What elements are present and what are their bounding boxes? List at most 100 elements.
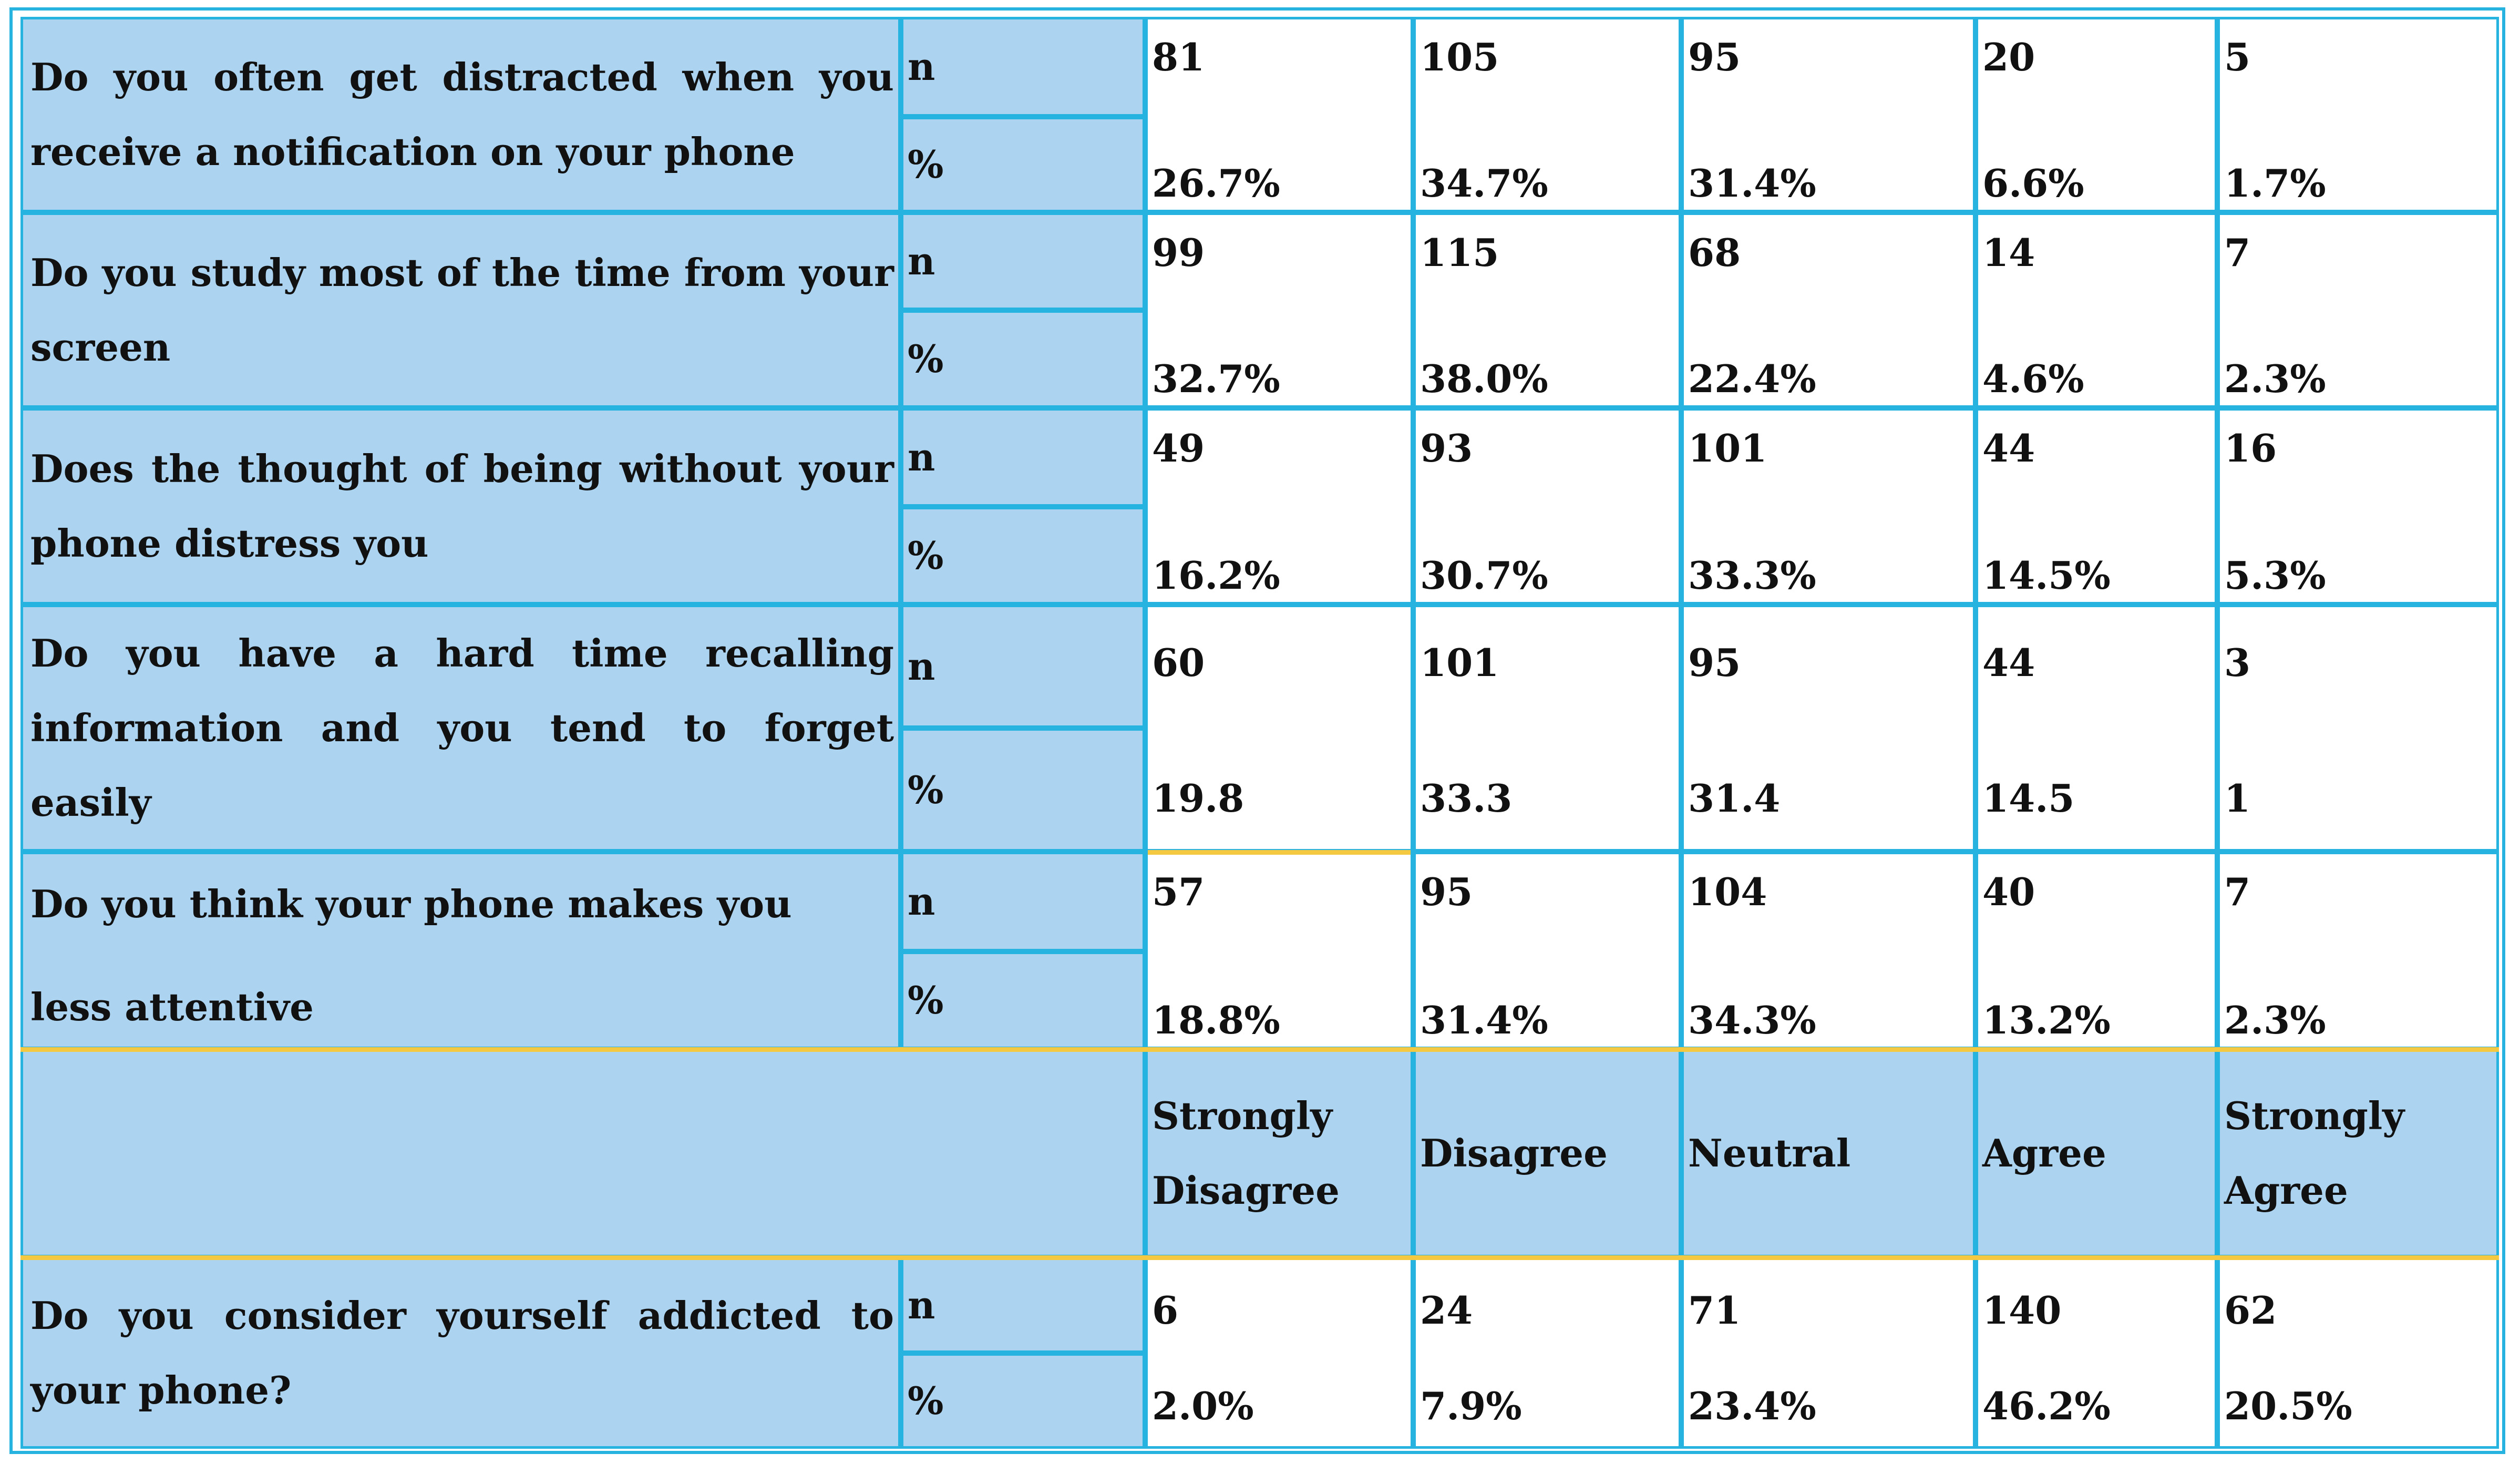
pct-label: % xyxy=(908,767,944,812)
value-cell-strongly-disagree: 60 19.8 xyxy=(1145,605,1413,852)
pct-value: 22.4% xyxy=(1688,356,1816,401)
n-value: 57 xyxy=(1152,869,1205,914)
question-cell: Do you think your phone makes you less a… xyxy=(20,852,901,1049)
n-value: 44 xyxy=(1982,426,2035,470)
n-value: 14 xyxy=(1982,230,2035,275)
pct-value: 38.0% xyxy=(1420,356,1548,401)
pct-label-cell: % xyxy=(901,728,1145,852)
pct-label: % xyxy=(908,978,944,1022)
n-label: n xyxy=(908,1283,935,1327)
n-label-cell: n xyxy=(901,17,1145,117)
value-cell-strongly-disagree: 6 2.0% xyxy=(1145,1257,1413,1449)
pct-value: 14.5% xyxy=(1982,553,2111,598)
n-value: 93 xyxy=(1420,426,1473,470)
pct-value: 13.2% xyxy=(1982,998,2111,1042)
pct-value: 1 xyxy=(2224,776,2251,821)
value-cell-neutral: 95 31.4 xyxy=(1681,605,1976,852)
pct-value: 20.5% xyxy=(2224,1384,2352,1428)
question-text: Does the thought of being without your p… xyxy=(30,446,894,566)
n-label: n xyxy=(908,239,935,283)
n-value: 115 xyxy=(1420,230,1499,275)
pct-value: 1.7% xyxy=(2224,161,2326,206)
n-label-cell: n xyxy=(901,212,1145,310)
n-value: 68 xyxy=(1688,230,1741,275)
n-value: 6 xyxy=(1152,1288,1179,1333)
question-cell: Do you study most of the time from your … xyxy=(20,212,901,408)
n-value: 3 xyxy=(2224,640,2251,685)
pct-label: % xyxy=(908,1378,944,1423)
value-cell-strongly-agree: 62 20.5% xyxy=(2217,1257,2499,1449)
pct-value: 34.3% xyxy=(1688,998,1816,1042)
pct-label-cell: % xyxy=(901,507,1145,605)
pct-value: 31.4% xyxy=(1420,998,1548,1042)
question-cell: Do you have a hard time recalling inform… xyxy=(20,605,901,852)
pct-label-cell: % xyxy=(901,117,1145,212)
header-strongly-disagree: Strongly Disagree xyxy=(1145,1049,1413,1257)
pct-label: % xyxy=(908,533,944,578)
value-cell-strongly-disagree: 49 16.2% xyxy=(1145,408,1413,605)
question-text: Do you consider yourself addicted to you… xyxy=(30,1293,894,1412)
pct-label: % xyxy=(908,336,944,381)
pct-label: % xyxy=(908,142,944,187)
header-label: Strongly Disagree xyxy=(1152,1093,1340,1213)
pct-value: 19.8 xyxy=(1152,776,1244,821)
pct-value: 34.7% xyxy=(1420,161,1548,206)
header-label: Disagree xyxy=(1420,1131,1608,1175)
header-agree: Agree xyxy=(1976,1049,2217,1257)
pct-value: 23.4% xyxy=(1688,1384,1816,1428)
n-value: 101 xyxy=(1688,426,1767,470)
n-value: 49 xyxy=(1152,426,1205,470)
pct-value: 16.2% xyxy=(1152,553,1280,598)
value-cell-strongly-disagree: 57 18.8% xyxy=(1145,852,1413,1049)
accent-divider xyxy=(1148,850,1411,855)
n-value: 20 xyxy=(1982,35,2035,79)
n-value: 71 xyxy=(1688,1288,1741,1333)
pct-value: 4.6% xyxy=(1982,356,2084,401)
question-text-line2: less attentive xyxy=(30,985,314,1029)
n-value: 7 xyxy=(2224,230,2251,275)
header-strongly-agree: Strongly Agree xyxy=(2217,1049,2499,1257)
n-label: n xyxy=(908,643,935,689)
n-value: 95 xyxy=(1688,35,1741,79)
n-value: 95 xyxy=(1420,869,1473,914)
question-cell: Do you consider yourself addicted to you… xyxy=(20,1257,901,1449)
n-label: n xyxy=(908,435,935,479)
n-value: 104 xyxy=(1688,869,1767,914)
pct-value: 5.3% xyxy=(2224,553,2326,598)
value-cell-neutral: 71 23.4% xyxy=(1681,1257,1976,1449)
pct-value: 31.4% xyxy=(1688,161,1816,206)
pct-value: 30.7% xyxy=(1420,553,1548,598)
value-cell-strongly-agree: 7 2.3% xyxy=(2217,212,2499,408)
n-label-cell: n xyxy=(901,852,1145,951)
pct-value: 32.7% xyxy=(1152,356,1280,401)
value-cell-agree: 44 14.5% xyxy=(1976,408,2217,605)
pct-value: 2.3% xyxy=(2224,356,2326,401)
n-value: 24 xyxy=(1420,1288,1473,1333)
value-cell-disagree: 115 38.0% xyxy=(1413,212,1681,408)
n-value: 101 xyxy=(1420,640,1499,685)
n-value: 44 xyxy=(1982,640,2035,685)
pct-value: 26.7% xyxy=(1152,161,1280,206)
value-cell-agree: 44 14.5 xyxy=(1976,605,2217,852)
value-cell-strongly-agree: 7 2.3% xyxy=(2217,852,2499,1049)
header-neutral: Neutral xyxy=(1681,1049,1976,1257)
value-cell-disagree: 24 7.9% xyxy=(1413,1257,1681,1449)
value-cell-strongly-agree: 5 1.7% xyxy=(2217,17,2499,212)
n-label-cell: n xyxy=(901,408,1145,507)
value-cell-neutral: 104 34.3% xyxy=(1681,852,1976,1049)
n-value: 60 xyxy=(1152,640,1205,685)
pct-value: 18.8% xyxy=(1152,998,1280,1042)
value-cell-neutral: 68 22.4% xyxy=(1681,212,1976,408)
n-value: 95 xyxy=(1688,640,1741,685)
pct-label-cell: % xyxy=(901,1353,1145,1449)
value-cell-disagree: 105 34.7% xyxy=(1413,17,1681,212)
value-cell-strongly-agree: 16 5.3% xyxy=(2217,408,2499,605)
survey-table: Do you often get distracted when you rec… xyxy=(9,7,2505,1454)
pct-label-cell: % xyxy=(901,951,1145,1049)
value-cell-agree: 14 4.6% xyxy=(1976,212,2217,408)
pct-value: 33.3 xyxy=(1420,776,1513,821)
n-value: 5 xyxy=(2224,35,2251,79)
value-cell-neutral: 101 33.3% xyxy=(1681,408,1976,605)
question-text: Do you often get distracted when you rec… xyxy=(30,55,894,174)
